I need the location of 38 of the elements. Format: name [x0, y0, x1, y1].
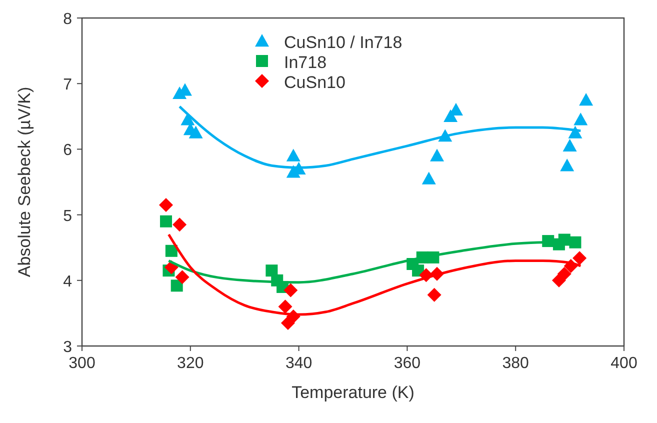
x-tick-label: 300 — [68, 355, 96, 372]
point — [165, 244, 178, 257]
point — [160, 215, 172, 228]
point — [427, 288, 442, 302]
x-tick-label: 320 — [177, 355, 204, 372]
y-tick-label: 8 — [63, 11, 72, 28]
y-tick-label: 7 — [63, 76, 72, 94]
y-tick-label: 3 — [63, 339, 72, 356]
point — [286, 148, 300, 162]
point — [560, 158, 574, 172]
point — [562, 138, 577, 152]
point — [266, 264, 278, 277]
point — [278, 300, 292, 314]
x-tick-label: 400 — [610, 355, 638, 372]
legend-label: CuSn10 — [284, 73, 346, 92]
point — [569, 236, 582, 248]
y-tick-label: 4 — [63, 273, 72, 290]
y-tick-label: 6 — [63, 142, 72, 160]
x-axis-title: Temperature (K) — [292, 383, 414, 402]
point — [430, 148, 444, 162]
legend-label: CuSn10 / In718 — [284, 33, 402, 52]
point — [422, 172, 436, 184]
point — [159, 198, 174, 212]
legend-label: In718 — [284, 53, 327, 72]
point — [175, 270, 190, 284]
point — [574, 112, 588, 126]
point — [557, 266, 572, 281]
y-axis-title: Absolute Seebeck (µV/K) — [15, 86, 34, 278]
x-tick-label: 340 — [285, 355, 312, 372]
point — [188, 126, 203, 138]
y-tick-label: 5 — [63, 208, 72, 225]
x-tick-label: 380 — [502, 355, 530, 372]
point — [579, 93, 594, 106]
x-tick-label: 360 — [394, 355, 421, 372]
point — [172, 218, 187, 232]
point — [572, 251, 587, 266]
point — [284, 283, 298, 298]
point — [170, 280, 183, 292]
